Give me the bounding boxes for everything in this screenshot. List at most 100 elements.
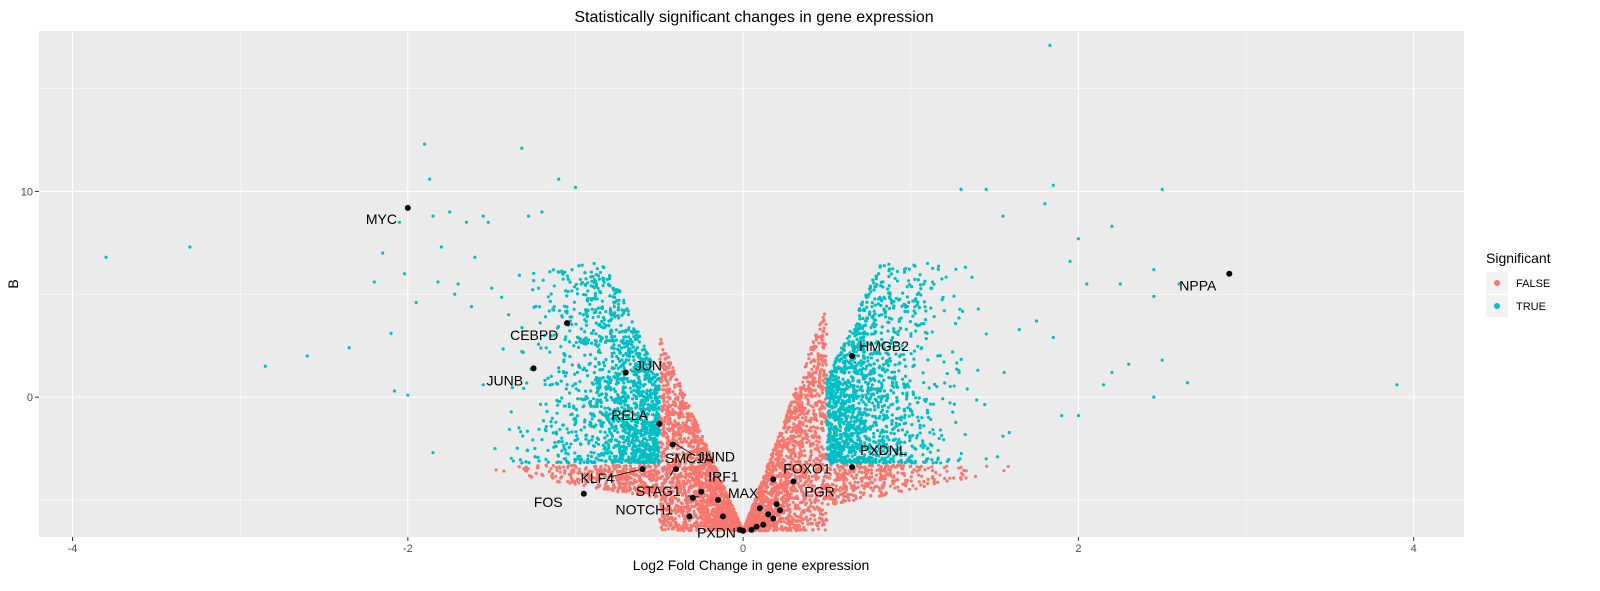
point-false [819, 509, 823, 513]
point-false [776, 483, 780, 488]
point-false [751, 512, 755, 517]
point-false [697, 443, 701, 447]
point-false [726, 502, 730, 506]
point-false [813, 518, 817, 522]
point-false [817, 440, 821, 444]
point-false [814, 426, 819, 430]
point-false [814, 370, 818, 374]
point-true [551, 308, 556, 312]
point-false [1006, 464, 1010, 469]
point-false [791, 500, 795, 504]
point-true [621, 353, 625, 358]
point-false [839, 500, 843, 505]
point-true [546, 376, 550, 380]
point-false [690, 422, 694, 426]
point-true [589, 454, 594, 459]
point-true [572, 307, 576, 311]
point-true [632, 328, 636, 332]
point-true [527, 461, 531, 465]
point-false [760, 495, 764, 499]
point-false [771, 482, 775, 486]
point-false [806, 522, 810, 526]
point-false [779, 433, 783, 437]
point-false [550, 472, 555, 476]
point-true [617, 440, 621, 444]
point-true [557, 366, 561, 370]
point-true [645, 438, 649, 443]
point-true [595, 344, 600, 348]
point-false [801, 423, 805, 427]
point-false [785, 504, 790, 508]
point-false [826, 502, 830, 507]
point-false [821, 345, 825, 349]
point-false [807, 428, 811, 432]
point-false [920, 474, 924, 478]
point-false [817, 341, 821, 345]
point-true [570, 430, 574, 434]
point-false [628, 464, 632, 468]
point-false [917, 480, 921, 484]
point-true [625, 307, 629, 311]
point-true [594, 332, 598, 336]
point-false [854, 496, 858, 500]
point-false [661, 406, 665, 410]
point-false [748, 517, 752, 521]
point-false [679, 471, 683, 475]
point-true [612, 305, 616, 309]
point-true [653, 386, 657, 391]
point-false [662, 465, 666, 469]
point-false [806, 397, 810, 402]
point-false [843, 499, 848, 503]
point-false [690, 464, 695, 469]
point-false [555, 468, 559, 473]
point-false [806, 400, 811, 404]
point-false [682, 529, 686, 533]
point-true [517, 426, 521, 430]
point-false [888, 484, 892, 488]
point-false [782, 474, 786, 478]
point-true [595, 436, 599, 440]
point-true [548, 299, 552, 303]
point-false [807, 371, 812, 375]
point-true [557, 370, 561, 374]
point-false [824, 517, 828, 521]
point-false [867, 463, 872, 468]
point-false [818, 371, 822, 376]
point-false [811, 505, 815, 509]
point-false [793, 470, 797, 474]
point-false [676, 421, 680, 426]
point-false [802, 528, 806, 532]
point-false [783, 425, 787, 429]
point-false [945, 479, 949, 483]
point-false [838, 468, 842, 472]
point-false [649, 478, 653, 483]
point-true [558, 399, 562, 403]
point-false [566, 479, 570, 484]
point-true [646, 394, 650, 398]
point-false [791, 416, 795, 420]
point-false [720, 500, 725, 504]
point-false [692, 512, 697, 516]
point-false [820, 359, 825, 363]
point-true [631, 397, 635, 401]
point-false [785, 413, 789, 417]
point-true [592, 261, 596, 266]
point-false [789, 400, 793, 404]
point-false [649, 469, 653, 473]
point-false [877, 463, 881, 467]
point-false [917, 468, 921, 472]
point-false [630, 481, 634, 486]
point-false [893, 465, 897, 469]
point-false [796, 523, 801, 527]
point-false [687, 443, 692, 448]
point-false [825, 332, 829, 336]
point-false [938, 473, 942, 477]
point-false [735, 523, 739, 527]
point-false [635, 473, 639, 477]
point-false [812, 409, 816, 413]
point-false [617, 479, 621, 484]
point-false [833, 502, 838, 506]
point-false [615, 465, 619, 469]
point-true [592, 371, 597, 375]
point-false [774, 468, 778, 472]
